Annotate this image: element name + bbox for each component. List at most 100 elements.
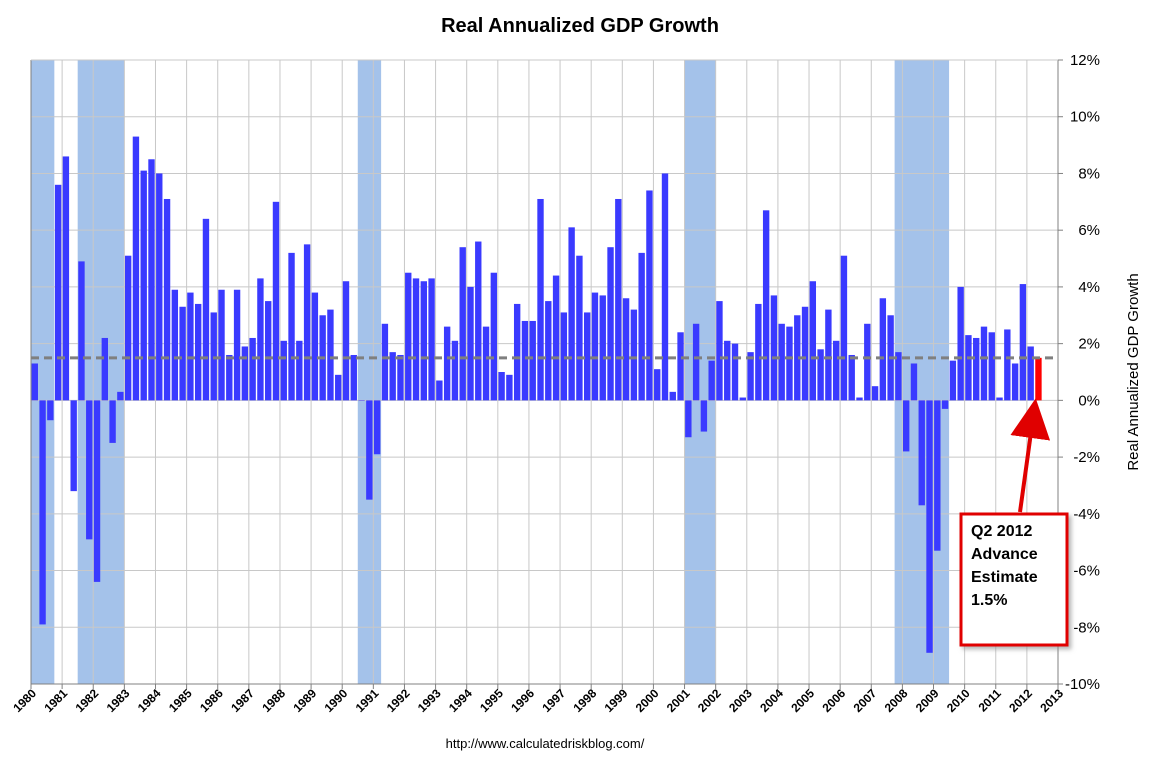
source-url: http://www.calculatedriskblog.com/	[446, 736, 645, 751]
gdp-bar	[31, 363, 38, 401]
y-tick-label: 6%	[1078, 222, 1100, 239]
x-tick-label: 1996	[508, 686, 537, 715]
gdp-bar	[513, 303, 521, 401]
gdp-bar	[685, 400, 692, 438]
gdp-bar	[412, 278, 420, 401]
x-tick-label: 1986	[197, 686, 226, 715]
annotation-box	[959, 512, 1069, 647]
gdp-bar	[638, 252, 645, 401]
gdp-bar	[233, 289, 241, 401]
y-axis-ticks: 12% 10% 8% 6% 4% 2% 0% -2% -4% -6% -8% -10%	[1058, 52, 1100, 693]
x-tick-label: 1999	[602, 686, 631, 715]
gdp-bar	[459, 247, 466, 401]
bar-series	[31, 136, 1042, 653]
x-tick-label: 1995	[477, 686, 506, 715]
gdp-bar	[654, 369, 661, 401]
y-tick-label: 2%	[1078, 336, 1100, 353]
annotation-line: 1.5%	[971, 592, 1007, 609]
gdp-bar	[840, 255, 848, 401]
gdp-bar	[817, 349, 824, 401]
x-tick-label: 2008	[882, 686, 911, 715]
x-tick-label: 1987	[228, 686, 257, 715]
x-tick-label: 1997	[539, 686, 568, 715]
x-tick-label: 2000	[633, 686, 662, 715]
gdp-bar	[615, 198, 622, 401]
gdp-bar	[965, 335, 972, 401]
gdp-bar	[187, 292, 194, 401]
x-tick-label: 2010	[944, 686, 973, 715]
gdp-bar	[498, 372, 505, 401]
x-tick-label: 1980	[10, 686, 39, 715]
gdp-bar	[39, 400, 46, 625]
gdp-bar	[443, 326, 451, 401]
gdp-bar	[257, 278, 264, 401]
gdp-bar	[560, 312, 568, 401]
gdp-bar	[677, 332, 684, 401]
gdp-bar	[420, 281, 427, 401]
gdp-bar	[62, 156, 70, 401]
gdp-bar	[661, 173, 669, 401]
y-tick-label: -6%	[1073, 563, 1100, 580]
gdp-bar	[47, 400, 54, 421]
gdp-bar	[755, 303, 762, 401]
gdp-bar	[70, 400, 77, 492]
y-tick-label: 4%	[1078, 279, 1100, 296]
gdp-bar	[708, 360, 715, 401]
y-tick-label: -10%	[1065, 676, 1100, 693]
gdp-bar	[871, 386, 879, 401]
gdp-bar	[280, 340, 287, 401]
gdp-bar	[926, 400, 933, 653]
y-tick-label: -4%	[1073, 506, 1100, 523]
gdp-bar	[272, 201, 280, 401]
gdp-bar	[918, 400, 925, 506]
gdp-bar	[669, 391, 676, 401]
x-tick-label: 1985	[166, 686, 195, 715]
gdp-bar	[856, 397, 863, 401]
gdp-bar	[934, 400, 941, 551]
gdp-bar	[171, 289, 179, 401]
x-tick-label: 1988	[259, 686, 288, 715]
gdp-bar	[335, 374, 342, 401]
gdp-bar	[521, 320, 529, 401]
x-tick-label: 2004	[757, 686, 786, 715]
gdp-bar	[568, 227, 575, 401]
gdp-bar	[342, 281, 350, 401]
gdp-bar	[428, 278, 435, 401]
gdp-bar	[622, 298, 630, 401]
gdp-bar	[117, 391, 124, 401]
gdp-bar	[265, 301, 272, 401]
gdp-bar	[490, 272, 498, 401]
gdp-bar	[910, 363, 918, 401]
gdp-bar	[902, 400, 910, 452]
y-tick-label: -8%	[1073, 619, 1100, 636]
gdp-bar	[786, 326, 793, 401]
x-tick-label: 2013	[1037, 686, 1066, 715]
gdp-bar	[436, 380, 443, 401]
gdp-bar	[397, 354, 404, 401]
gdp-bar	[1004, 329, 1011, 401]
gdp-bar	[716, 301, 723, 401]
y-tick-label: 0%	[1078, 392, 1100, 409]
gdp-bar	[692, 323, 700, 401]
gdp-bar	[226, 354, 233, 401]
gdp-bar	[825, 309, 832, 401]
gdp-bar	[607, 247, 614, 401]
gdp-bar	[646, 190, 653, 401]
gdp-bar	[700, 400, 708, 432]
x-tick-label: 1983	[104, 686, 133, 715]
y-tick-label: 12%	[1070, 52, 1100, 69]
x-tick-label: 1998	[571, 686, 600, 715]
gdp-bar	[545, 301, 552, 401]
gdp-bar	[475, 241, 482, 401]
y-axis-label: Real Annualized GDP Growth	[1125, 273, 1142, 470]
gdp-bar	[591, 292, 599, 401]
gdp-bar	[451, 340, 459, 401]
gdp-bar	[537, 198, 544, 401]
x-tick-label: 1984	[135, 686, 164, 715]
x-tick-label: 1989	[290, 686, 319, 715]
gdp-bar	[996, 397, 1003, 401]
x-tick-label: 1990	[322, 686, 351, 715]
gdp-bar	[809, 281, 817, 401]
gdp-bar	[86, 400, 93, 540]
gdp-bar	[552, 275, 560, 401]
